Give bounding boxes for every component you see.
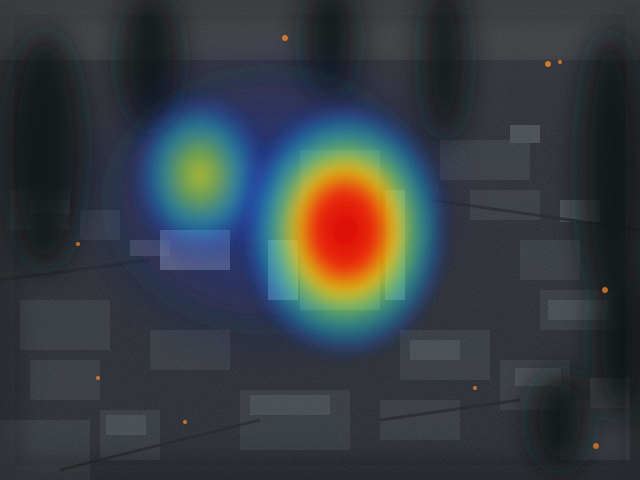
fire-spots bbox=[76, 35, 608, 449]
heat-blob-left bbox=[130, 90, 270, 260]
attention-heatmap bbox=[80, 50, 460, 360]
heat-blob-main bbox=[240, 100, 450, 360]
